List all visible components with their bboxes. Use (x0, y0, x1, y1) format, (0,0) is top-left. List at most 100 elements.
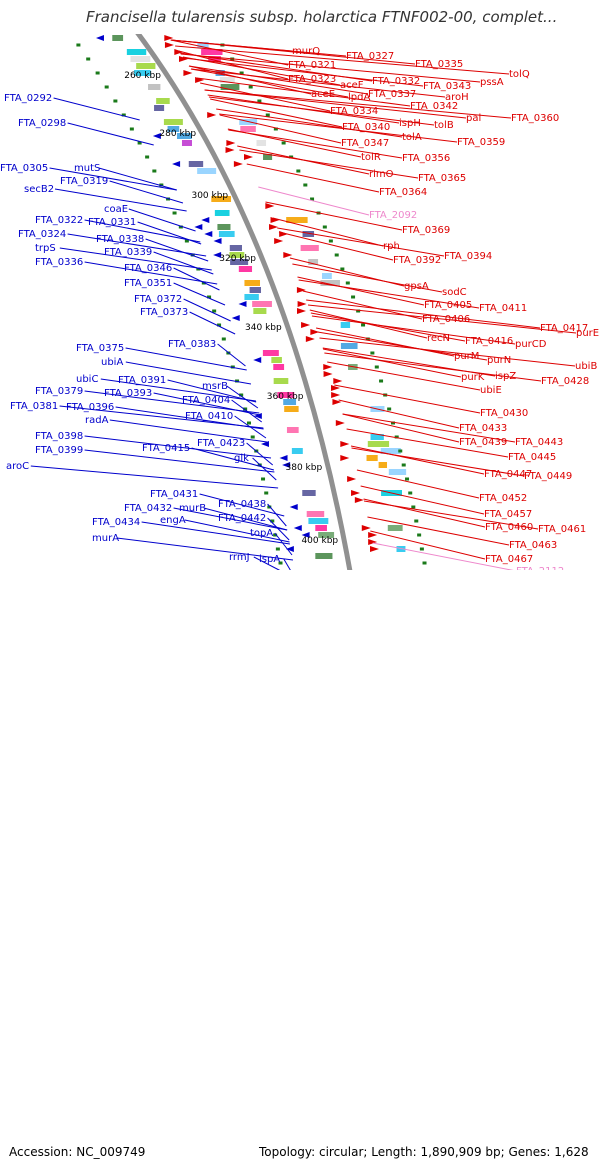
gene-label-right[interactable]: ubiB (575, 361, 597, 372)
gene-label-left[interactable]: FTA_0393 (104, 388, 152, 399)
gene-label-right[interactable]: sodC (442, 287, 467, 298)
gene-label-right[interactable]: ispH (399, 118, 421, 129)
gene-label-left[interactable]: FTA_0431 (150, 489, 198, 500)
gene-label-left[interactable]: trpS (35, 243, 56, 254)
gene-label-left[interactable]: FTA_0391 (118, 375, 166, 386)
gene-label-right[interactable]: tolQ (509, 69, 530, 80)
gene-label-left[interactable]: secB2 (24, 184, 54, 195)
gene-label-right[interactable]: ubiE (480, 385, 502, 396)
gene-label-right[interactable]: pal (466, 113, 481, 124)
gene-label-left[interactable]: aroC (6, 461, 29, 472)
gene-label-left[interactable]: FTA_0346 (124, 263, 172, 274)
gene-label-left[interactable]: FTA_0339 (104, 247, 152, 258)
gene-label-left[interactable]: FTA_0336 (35, 257, 83, 268)
gene-label-right[interactable]: FTA_0452 (479, 493, 527, 504)
gene-label-right[interactable]: tolR (361, 152, 381, 163)
gene-label-left[interactable]: ubiA (101, 357, 123, 368)
gene-label-right[interactable]: FTA_0365 (418, 173, 466, 184)
gene-label-right[interactable]: murQ (292, 46, 320, 57)
gene-label-left[interactable]: glk (234, 453, 249, 464)
gene-label-left[interactable]: FTA_0322 (35, 215, 83, 226)
gene-label-left[interactable]: FTA_0383 (168, 339, 216, 350)
gene-label-right[interactable]: FTA_2092 (369, 210, 417, 221)
gene-label-right[interactable]: lpdA (348, 92, 370, 103)
gene-label-right[interactable]: FTA_0430 (480, 408, 528, 419)
gene-label-right[interactable]: FTA_0443 (515, 437, 563, 448)
gene-label-right[interactable]: FTA_0461 (538, 524, 586, 535)
gene-label-right[interactable]: FTA_0334 (330, 106, 378, 117)
gene-label-left[interactable]: FTA_0434 (92, 517, 140, 528)
gene-label-left[interactable]: FTA_0292 (4, 93, 52, 104)
gene-label-right[interactable]: FTA_0433 (459, 423, 507, 434)
gene-label-right[interactable]: FTA_0416 (465, 336, 513, 347)
gene-label-right[interactable]: purCD (515, 339, 547, 350)
gene-label-left[interactable]: FTA_0305 (0, 163, 48, 174)
gene-label-right[interactable]: FTA_0342 (410, 101, 458, 112)
gene-label-right[interactable]: FTA_0359 (457, 137, 505, 148)
gene-label-right[interactable]: purE (576, 328, 599, 339)
gene-label-left[interactable]: FTA_0442 (218, 513, 266, 524)
gene-label-right[interactable]: FTA_0449 (524, 471, 572, 482)
gene-label-left[interactable]: FTA_0324 (18, 229, 66, 240)
gene-label-right[interactable]: rph (383, 241, 400, 252)
gene-label-right[interactable]: FTA_0417 (540, 323, 588, 334)
gene-label-left[interactable]: coaE (104, 204, 128, 215)
gene-label-right[interactable]: FTA_0447 (484, 469, 532, 480)
gene-label-left[interactable]: FTA_0438 (218, 499, 266, 510)
gene-label-right[interactable]: purK (461, 372, 485, 383)
gene-label-left[interactable]: mutS (74, 163, 100, 174)
gene-label-right[interactable]: FTA_0360 (511, 113, 559, 124)
gene-label-right[interactable]: tolA (402, 132, 422, 143)
gene-label-left[interactable]: FTA_0381 (10, 401, 58, 412)
gene-label-right[interactable]: FTA_0321 (288, 60, 336, 71)
gene-label-left[interactable]: FTA_0373 (140, 307, 188, 318)
gene-label-right[interactable]: FTA_0364 (379, 187, 427, 198)
gene-label-right[interactable]: FTA_0428 (541, 376, 589, 387)
gene-label-left[interactable]: msrB (202, 381, 228, 392)
gene-label-left[interactable]: FTA_0423 (197, 438, 245, 449)
gene-label-right[interactable]: FTA_0405 (424, 300, 472, 311)
gene-label-right[interactable]: FTA_0327 (346, 51, 394, 62)
gene-label-left[interactable]: murA (92, 533, 119, 544)
gene-label-right[interactable]: FTA_0369 (402, 225, 450, 236)
gene-label-right[interactable]: FTA_0347 (341, 138, 389, 149)
gene-label-left[interactable]: FTA_0351 (124, 278, 172, 289)
gene-label-right[interactable]: FTA_0439 (459, 437, 507, 448)
gene-label-right[interactable]: FTA_0460 (485, 522, 533, 533)
gene-label-right[interactable]: FTA_0463 (509, 540, 557, 551)
gene-label-left[interactable]: FTA_0410 (185, 411, 233, 422)
gene-label-left[interactable]: FTA_0319 (60, 176, 108, 187)
gene-label-right[interactable]: FTA_0323 (288, 74, 336, 85)
gene-label-left[interactable]: FTA_0398 (35, 431, 83, 442)
gene-label-right[interactable]: FTA_0394 (444, 251, 492, 262)
gene-label-left[interactable]: FTA_0379 (35, 386, 83, 397)
gene-label-right[interactable]: purN (487, 355, 511, 366)
gene-label-right[interactable]: gpsA (404, 281, 429, 292)
gene-label-right[interactable]: FTA_0392 (393, 255, 441, 266)
gene-label-right[interactable]: FTA_0337 (368, 89, 416, 100)
gene-label-left[interactable]: FTA_0298 (18, 118, 66, 129)
gene-label-left[interactable]: FTA_0331 (88, 217, 136, 228)
gene-label-left[interactable]: ubiC (76, 374, 98, 385)
gene-label-right[interactable]: FTA_0343 (423, 81, 471, 92)
gene-label-left[interactable]: radA (85, 415, 109, 426)
gene-label-right[interactable]: tolB (434, 120, 454, 131)
gene-label-right[interactable]: FTA_0332 (372, 76, 420, 87)
gene-label-left[interactable]: FTA_0375 (76, 343, 124, 354)
gene-label-right[interactable]: pssA (480, 77, 504, 88)
gene-label-right[interactable]: aceE (311, 89, 335, 100)
gene-label-right[interactable]: FTA_0467 (485, 554, 533, 565)
gene-label-right[interactable]: aceF (340, 80, 364, 91)
gene-label-right[interactable]: FTA_0406 (422, 314, 470, 325)
gene-label-right[interactable]: FTA_0411 (479, 303, 527, 314)
gene-label-right[interactable]: FTA_0445 (508, 452, 556, 463)
gene-label-left[interactable]: topA (250, 528, 273, 539)
gene-label-left[interactable]: engA (160, 515, 186, 526)
gene-label-right[interactable]: FTA_0335 (415, 59, 463, 70)
gene-label-left[interactable]: FTA_0404 (182, 395, 230, 406)
gene-label-right[interactable]: rimO (369, 169, 394, 180)
gene-label-right[interactable]: purM (454, 351, 479, 362)
gene-label-left[interactable]: FTA_0432 (124, 503, 172, 514)
gene-label-left[interactable]: FTA_0415 (142, 443, 190, 454)
gene-label-left[interactable]: lspA (259, 554, 280, 565)
